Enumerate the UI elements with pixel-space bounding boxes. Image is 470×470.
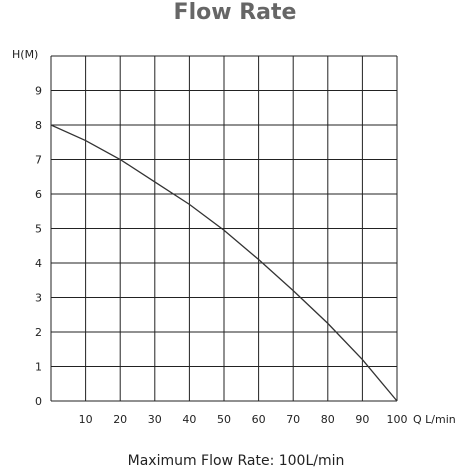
chart-subtitle: Maximum Flow Rate: 100L/min bbox=[128, 453, 345, 469]
y-tick-label: 5 bbox=[35, 223, 42, 236]
grid bbox=[50, 55, 398, 402]
y-tick-label: 6 bbox=[35, 188, 42, 201]
x-tick-label: 90 bbox=[355, 413, 369, 426]
y-tick-label: 0 bbox=[35, 395, 42, 408]
x-tick-label: 50 bbox=[217, 413, 231, 426]
flow-curve-line bbox=[50, 124, 398, 402]
y-tick-label: 7 bbox=[35, 154, 42, 167]
y-tick-label: 3 bbox=[35, 292, 42, 305]
y-tick-label: 4 bbox=[35, 257, 42, 270]
x-tick-label: 100 bbox=[387, 413, 408, 426]
x-axis-label: Q L/min bbox=[413, 413, 456, 426]
tick-labels: 10 20 30 40 50 60 70 80 90 100 0 1 2 3 4 5 6 7 8 9 bbox=[35, 85, 408, 427]
y-axis-label: H(M) bbox=[12, 48, 38, 61]
x-tick-label: 80 bbox=[321, 413, 335, 426]
x-tick-label: 40 bbox=[182, 413, 196, 426]
y-tick-label: 8 bbox=[35, 119, 42, 132]
series bbox=[50, 124, 398, 402]
chart-title: Flow Rate bbox=[174, 0, 297, 25]
x-tick-label: 20 bbox=[113, 413, 127, 426]
x-tick-label: 70 bbox=[286, 413, 300, 426]
y-tick-label: 9 bbox=[35, 85, 42, 98]
x-tick-label: 10 bbox=[79, 413, 93, 426]
x-tick-label: 30 bbox=[148, 413, 162, 426]
y-tick-label: 2 bbox=[35, 326, 42, 339]
x-tick-label: 60 bbox=[252, 413, 266, 426]
y-tick-label: 1 bbox=[35, 361, 42, 374]
